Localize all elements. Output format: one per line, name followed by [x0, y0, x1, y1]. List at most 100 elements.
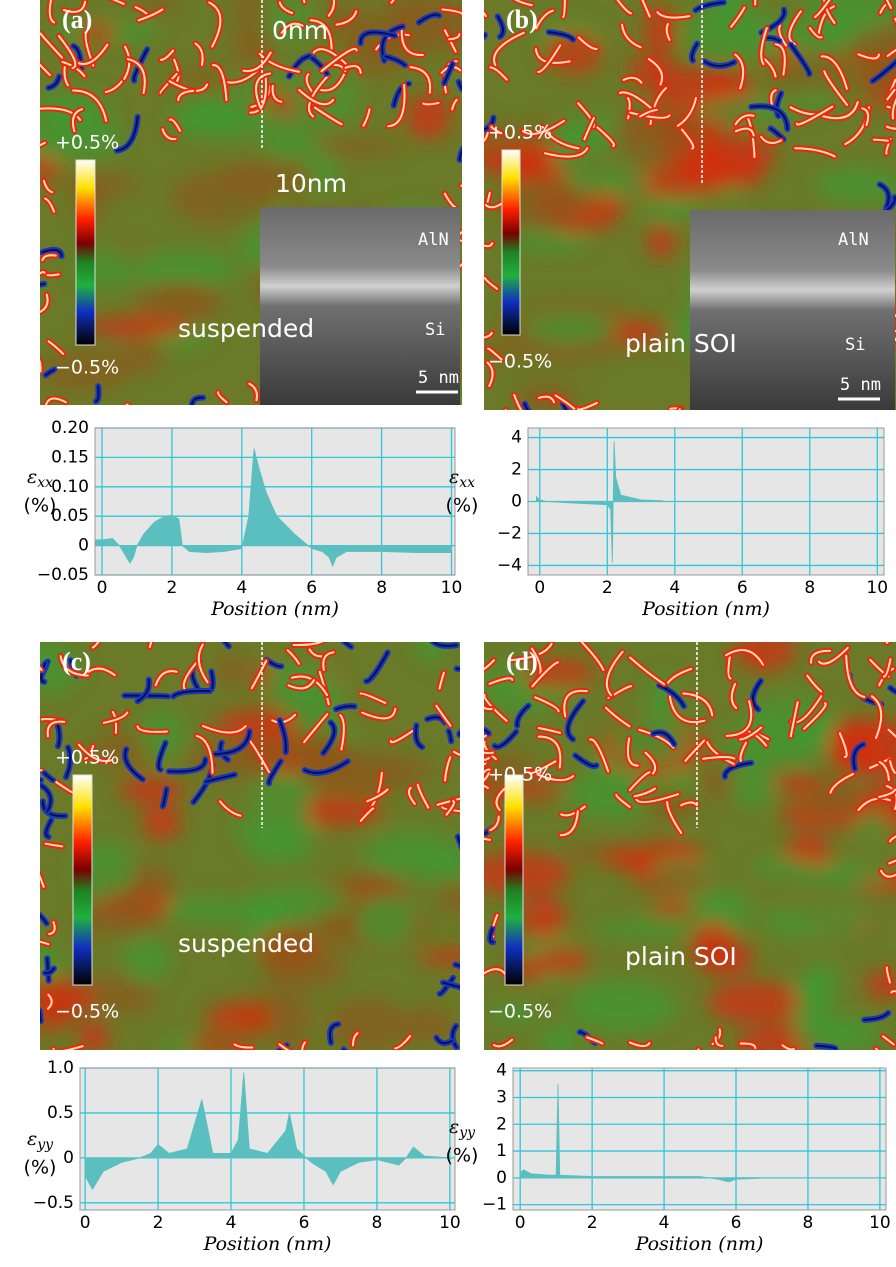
- strain-line-core: [516, 704, 530, 727]
- panel-label: (d): [506, 647, 538, 676]
- strain-line-core: [487, 347, 503, 361]
- strain-line-core: [561, 402, 568, 410]
- strain-line-core: [40, 293, 49, 313]
- x-tick-label: 2: [166, 578, 177, 598]
- strain-line-core: [522, 119, 565, 135]
- x-tick-label: 10: [441, 578, 463, 598]
- map-blob: [650, 860, 714, 878]
- strain-line-core: [441, 981, 460, 989]
- strain-line-core: [513, 394, 522, 410]
- y-tick-label: −1: [482, 1195, 507, 1215]
- x-axis-label: Position (nm): [635, 1233, 764, 1255]
- strain-line-core: [172, 689, 211, 698]
- map-blob: [814, 167, 896, 204]
- strain-line-core: [40, 914, 48, 925]
- strain-line-core: [43, 772, 54, 782]
- strain-line-core: [626, 737, 639, 767]
- map-blob: [40, 154, 62, 181]
- strain-line-core: [136, 725, 168, 733]
- strain-line-core: [40, 282, 46, 286]
- strain-line-core: [322, 651, 335, 671]
- strain-line-core: [528, 760, 557, 775]
- strain-line-core: [298, 88, 335, 106]
- panel-label: (a): [62, 5, 92, 34]
- y-label-symbol: ε: [27, 1128, 37, 1150]
- strain-line-core: [889, 686, 896, 693]
- strain-line-core: [885, 0, 892, 9]
- x-tick-label: 2: [602, 578, 613, 598]
- panel-label: (b): [506, 5, 538, 34]
- strain-line-core: [63, 66, 69, 87]
- strain-line-core: [322, 721, 336, 755]
- strain-map: AlN Si 5 nm +0.5% −0.5% 0nm 10nm suspended (a): [40, 0, 462, 405]
- y-tick-label: 2: [496, 1114, 507, 1134]
- map-blob: [251, 775, 311, 826]
- inset-label: AlN: [838, 230, 869, 250]
- plot-area: [513, 1068, 886, 1210]
- strain-line-core: [161, 128, 177, 141]
- y-label-subscript: xx: [37, 475, 53, 491]
- strain-line-core: [44, 197, 56, 213]
- map-blob: [612, 719, 691, 765]
- strain-line-core: [861, 107, 870, 127]
- strain-line-core: [484, 728, 490, 735]
- strain-line-core: [886, 88, 896, 101]
- strain-line-core: [123, 45, 131, 80]
- strain-line: [40, 777, 44, 784]
- strain-line-core: [438, 976, 455, 995]
- strain-line-core: [369, 403, 383, 405]
- y-tick-label: 2: [511, 460, 522, 480]
- plot-frame: [79, 1067, 456, 1211]
- strain-line-core: [389, 729, 414, 744]
- strain-line-core: [311, 56, 328, 75]
- strain-line-core: [488, 677, 514, 685]
- map-blob: [205, 1001, 274, 1034]
- strain-line-core: [249, 75, 267, 114]
- y-axis-label: εxx: [27, 466, 53, 491]
- strain-line-core: [697, 1048, 701, 1050]
- strain-line-core: [344, 65, 362, 74]
- x-tick-label: 10: [439, 1213, 461, 1233]
- strain-line-core: [300, 401, 305, 405]
- strain-line-core: [447, 730, 453, 743]
- strain-line: [123, 401, 134, 405]
- strain-line-core: [242, 51, 272, 73]
- strain-line-core: [547, 31, 575, 41]
- strain-line-core: [41, 254, 57, 262]
- strain-line-core: [40, 32, 64, 59]
- strain-line-core: [774, 43, 786, 76]
- strain-line-core: [739, 726, 763, 741]
- strain-line-core: [361, 707, 397, 720]
- strain-line-core: [456, 835, 460, 846]
- x-tick-label: 10: [866, 578, 888, 598]
- strain-line: [458, 182, 462, 190]
- y-label-symbol: ε: [27, 466, 37, 488]
- strain-line-core: [724, 649, 764, 666]
- strain-line-core: [436, 797, 460, 806]
- strain-line-core: [441, 8, 462, 16]
- strain-line-core: [94, 385, 100, 403]
- strain-line-core: [191, 396, 205, 405]
- strain-line-core: [57, 34, 77, 70]
- strain-line-core: [554, 394, 576, 410]
- strain-line-core: [616, 0, 632, 15]
- map-label: 10nm: [275, 169, 347, 198]
- strain-line-core: [703, 60, 736, 67]
- strain-line-core: [339, 714, 345, 751]
- y-label-symbol: ε: [449, 466, 459, 488]
- strain-line-core: [882, 1035, 895, 1046]
- profile-area: [519, 1084, 880, 1183]
- strain-line-core: [351, 1032, 359, 1047]
- colorbar-label: −0.5%: [55, 1001, 119, 1023]
- strain-line: [484, 726, 492, 737]
- y-tick-label: −0.05: [37, 565, 89, 585]
- strain-line-core: [320, 47, 358, 73]
- colorbar-label: +0.5%: [55, 747, 119, 769]
- x-tick-label: 4: [226, 1213, 237, 1233]
- strain-line-core: [168, 118, 182, 132]
- strain-line-core: [629, 111, 671, 119]
- strain-line-core: [161, 788, 168, 808]
- strain-line-core: [77, 743, 113, 763]
- strain-line-core: [124, 748, 144, 781]
- y-axis-unit: (%): [24, 1157, 57, 1179]
